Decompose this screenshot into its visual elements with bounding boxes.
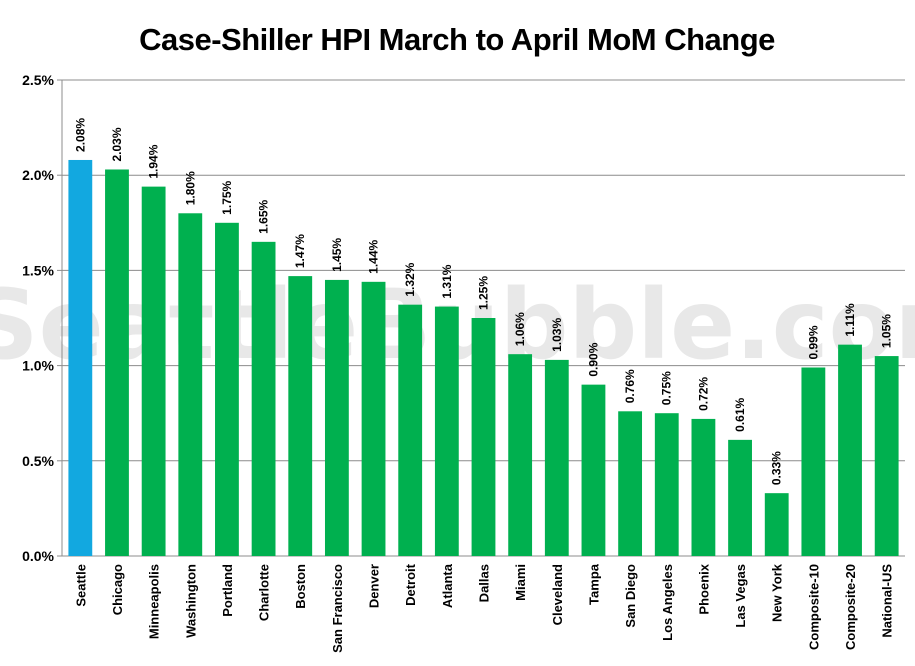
x-category-label: Composite-20 [843, 564, 858, 650]
bar-composite-20 [838, 344, 862, 556]
data-label: 1.80% [183, 171, 197, 205]
x-category-label: New York [770, 563, 785, 622]
x-category-label: Detroit [403, 563, 418, 606]
x-category-label: Portland [220, 564, 235, 617]
bar-washington [178, 213, 203, 556]
bar-los-angeles [654, 413, 679, 556]
x-category-label: San Diego [623, 564, 638, 628]
y-tick-label: 2.5% [22, 72, 54, 88]
x-category-label: Tampa [586, 563, 601, 605]
x-category-label: Miami [513, 564, 528, 601]
x-category-label: National-US [880, 564, 895, 638]
bar-composite-10 [801, 367, 826, 556]
data-label: 0.61% [733, 398, 747, 432]
chart-title: Case-Shiller HPI March to April MoM Chan… [139, 22, 775, 57]
bar-cleveland [544, 359, 569, 556]
bar-denver [361, 281, 386, 556]
x-category-label: Composite-10 [806, 564, 821, 650]
bar-phoenix [691, 418, 716, 556]
bar-charlotte [251, 241, 276, 556]
bar-minneapolis [141, 186, 166, 556]
x-category-label: Phoenix [696, 563, 711, 614]
x-category-label: Dallas [477, 564, 492, 602]
data-label: 1.06% [513, 312, 527, 346]
bar-las-vegas [728, 439, 752, 556]
data-label: 1.11% [843, 303, 857, 337]
x-category-label: Denver [367, 564, 382, 608]
bar-atlanta [434, 306, 459, 556]
bar-seattle [68, 159, 93, 556]
bar-national-us [874, 356, 899, 556]
y-tick-label: 0.0% [22, 548, 54, 564]
data-label: 1.94% [147, 144, 161, 178]
data-label: 1.25% [477, 276, 491, 310]
bar-boston [288, 276, 313, 556]
y-tick-label: 2.0% [22, 167, 54, 183]
data-label: 1.65% [257, 199, 271, 233]
x-category-label: Las Vegas [733, 564, 748, 628]
data-label: 1.03% [550, 318, 564, 352]
bar-new-york [764, 493, 789, 556]
bar-miami [508, 354, 533, 556]
bar-portland [215, 222, 239, 557]
y-tick-label: 1.0% [22, 358, 54, 374]
data-label: 0.76% [623, 369, 637, 403]
data-label: 1.45% [330, 238, 344, 272]
x-axis-categories: Seattle Chicago Minneapolis Washington Portl… [73, 563, 894, 653]
x-category-label: Washington [183, 564, 198, 638]
data-label: 0.33% [770, 451, 784, 485]
data-label: 1.75% [220, 180, 234, 214]
bar-chicago [105, 169, 129, 556]
data-label: 0.90% [586, 342, 600, 376]
y-tick-label: 1.5% [22, 262, 54, 278]
x-category-label: Charlotte [257, 564, 272, 621]
data-label: 2.08% [73, 118, 87, 152]
y-axis-ticks: 0.0% 0.5% 1.0% 1.5% 2.0% 2.5% [22, 72, 54, 564]
bar-detroit [398, 304, 423, 556]
data-label: 1.32% [403, 262, 417, 296]
data-label: 0.99% [806, 325, 820, 359]
x-category-label: Atlanta [440, 563, 455, 608]
x-category-label: Boston [293, 564, 308, 609]
y-tick-label: 0.5% [22, 453, 54, 469]
bar-san-diego [618, 411, 643, 556]
data-label: 2.03% [110, 127, 124, 161]
data-label: 1.31% [440, 264, 454, 298]
x-category-label: Seattle [73, 564, 88, 607]
x-category-label: Los Angeles [660, 564, 675, 641]
data-label: 1.44% [367, 239, 381, 273]
bar-san-francisco [324, 279, 349, 556]
x-category-label: Chicago [110, 564, 125, 615]
data-labels: 2.08% 2.03% 1.94% 1.80% 1.75% 1.65% 1.47% 1.45%… [73, 118, 893, 486]
data-label: 0.72% [696, 377, 710, 411]
x-category-label: Minneapolis [147, 564, 162, 639]
data-label: 1.05% [880, 314, 894, 348]
data-label: 0.75% [660, 371, 674, 405]
bar-tampa [581, 384, 606, 556]
x-category-label: San Francisco [330, 564, 345, 653]
bar-dallas [471, 318, 496, 556]
data-label: 1.47% [293, 234, 307, 268]
x-category-label: Cleveland [550, 564, 565, 625]
bars [68, 159, 899, 557]
